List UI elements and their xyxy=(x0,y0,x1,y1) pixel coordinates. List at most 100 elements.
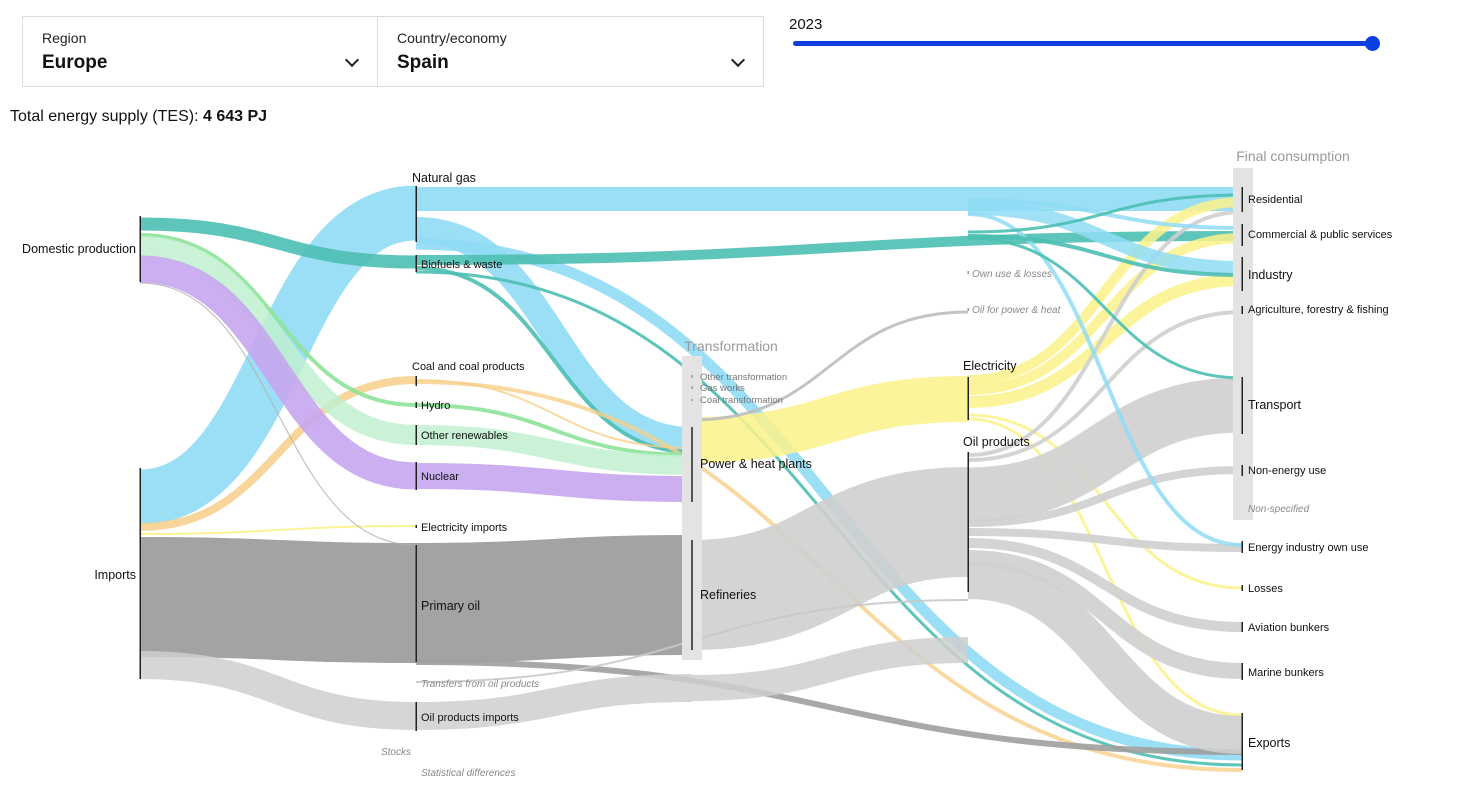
label-hydro: Hydro xyxy=(421,400,450,412)
country-select-label: Country/economy xyxy=(397,30,507,46)
link-domestic-hydro xyxy=(139,233,417,407)
link-imports-primary-oil xyxy=(139,537,417,663)
label-transport: Transport xyxy=(1248,398,1302,412)
label-losses: Losses xyxy=(1248,583,1283,595)
node-hydro xyxy=(415,402,417,408)
label-residential: Residential xyxy=(1248,194,1302,206)
node-agriculture xyxy=(1241,306,1243,314)
node-natural-gas xyxy=(415,186,417,242)
node-losses xyxy=(1241,585,1243,591)
node-biofuels xyxy=(415,255,417,272)
link-domestic-biofuels xyxy=(139,217,417,269)
link-oil-products-thru xyxy=(691,637,969,701)
link-gas-industry-final xyxy=(967,201,1243,275)
node-marine xyxy=(1241,663,1243,680)
link-imports-coal xyxy=(139,376,417,531)
tes-summary: Total energy supply (TES): 4 643 PJ xyxy=(10,108,267,126)
node-oil-products xyxy=(967,452,969,592)
label-agriculture: Agriculture, forestry & fishing xyxy=(1248,304,1389,316)
link-biofuels-power xyxy=(415,266,693,454)
link-biofuels-transport xyxy=(967,236,1243,380)
node-own-use xyxy=(967,271,969,274)
link-electricity-losses xyxy=(967,413,1243,590)
node-nuclear xyxy=(415,462,417,490)
year-slider-track[interactable] xyxy=(793,41,1373,46)
link-oil-agriculture xyxy=(967,310,1243,462)
node-commercial xyxy=(1241,224,1243,246)
node-domestic-production xyxy=(139,216,141,282)
link-domestic-nuclear xyxy=(139,255,417,490)
label-other-transformation: Other transformation xyxy=(700,372,787,383)
label-refineries: Refineries xyxy=(700,588,756,602)
link-renewables-power xyxy=(415,425,693,475)
label-transformation: Transformation xyxy=(684,338,778,354)
label-commercial: Commercial & public services xyxy=(1248,229,1393,241)
link-biofuels-industry xyxy=(967,234,1243,277)
label-electricity-imports: Electricity imports xyxy=(421,522,508,534)
link-nuclear-power xyxy=(415,463,693,502)
link-hydro-power xyxy=(415,403,693,457)
node-oil-products-imports xyxy=(415,702,417,731)
label-stocks: Stocks xyxy=(381,747,411,758)
label-oil-products-imports: Oil products imports xyxy=(421,712,519,724)
node-gas-works xyxy=(691,386,693,389)
tes-prefix: Total energy supply (TES): xyxy=(10,108,203,125)
link-gas-power xyxy=(415,217,693,453)
link-power-electricity xyxy=(691,376,969,463)
label-marine: Marine bunkers xyxy=(1248,667,1324,679)
label-energy-own-use: Energy industry own use xyxy=(1248,542,1368,554)
node-power-heat xyxy=(691,427,693,502)
label-power-heat: Power & heat plants xyxy=(700,457,812,471)
node-other-renewables xyxy=(415,425,417,445)
label-nuclear: Nuclear xyxy=(421,471,459,483)
link-primary-oil-refineries xyxy=(415,535,693,663)
label-other-renewables: Other renewables xyxy=(421,430,508,442)
label-coal-transformation: Coal transformation xyxy=(700,395,783,406)
node-oil-power-heat xyxy=(967,308,969,311)
node-energy-own-use xyxy=(1241,541,1243,553)
label-final-consumption: Final consumption xyxy=(1236,148,1350,164)
link-electricity-residential xyxy=(967,197,1243,385)
link-electricity-commercial xyxy=(967,233,1243,395)
country-select[interactable]: Country/economy Spain xyxy=(378,17,763,86)
region-select-label: Region xyxy=(42,30,87,46)
node-coal xyxy=(415,376,417,386)
label-aviation: Aviation bunkers xyxy=(1248,622,1330,634)
node-aviation xyxy=(1241,622,1243,632)
country-select-value: Spain xyxy=(397,52,449,73)
label-primary-oil: Primary oil xyxy=(421,599,480,613)
link-oil-transport xyxy=(967,377,1243,523)
label-gas-works: Gas works xyxy=(700,383,745,394)
region-select[interactable]: Region Europe xyxy=(23,17,378,86)
link-electricity-industry xyxy=(967,274,1243,408)
label-statistical-differences: Statistical differences xyxy=(421,768,516,779)
label-coal: Coal and coal products xyxy=(412,361,525,373)
node-industry xyxy=(1241,257,1243,291)
link-domestic-stocks xyxy=(139,282,417,546)
year-slider-thumb[interactable] xyxy=(1365,36,1380,51)
label-domestic-production: Domestic production xyxy=(22,242,136,256)
transformation-column-bg xyxy=(682,356,702,660)
link-electricity-exports xyxy=(967,417,1243,717)
label-exports: Exports xyxy=(1248,736,1290,750)
sankey-flows xyxy=(137,185,1243,772)
node-residential xyxy=(1241,187,1243,212)
link-oil-power-heat xyxy=(691,310,969,422)
label-natural-gas: Natural gas xyxy=(412,171,476,185)
sankey-labels: Domestic production Imports Natural gas Bio… xyxy=(22,148,1393,779)
tes-value: 4 643 PJ xyxy=(202,108,268,125)
link-oil-own-use xyxy=(967,528,1243,552)
link-oil-nonenergy xyxy=(967,466,1243,527)
link-oil-marine xyxy=(967,550,1243,679)
link-oil-aviation xyxy=(967,538,1243,632)
link-primary-oil-exports xyxy=(415,659,1243,755)
link-oil-products-imports xyxy=(415,674,693,730)
label-nonenergy: Non-energy use xyxy=(1248,465,1326,477)
node-other-transformation xyxy=(691,375,693,378)
node-primary-oil xyxy=(415,545,417,662)
node-transport xyxy=(1241,377,1243,434)
label-transfers: Transfers from oil products xyxy=(421,679,539,690)
link-imports-oil-products xyxy=(139,651,417,730)
final-column-bg xyxy=(1233,168,1253,520)
